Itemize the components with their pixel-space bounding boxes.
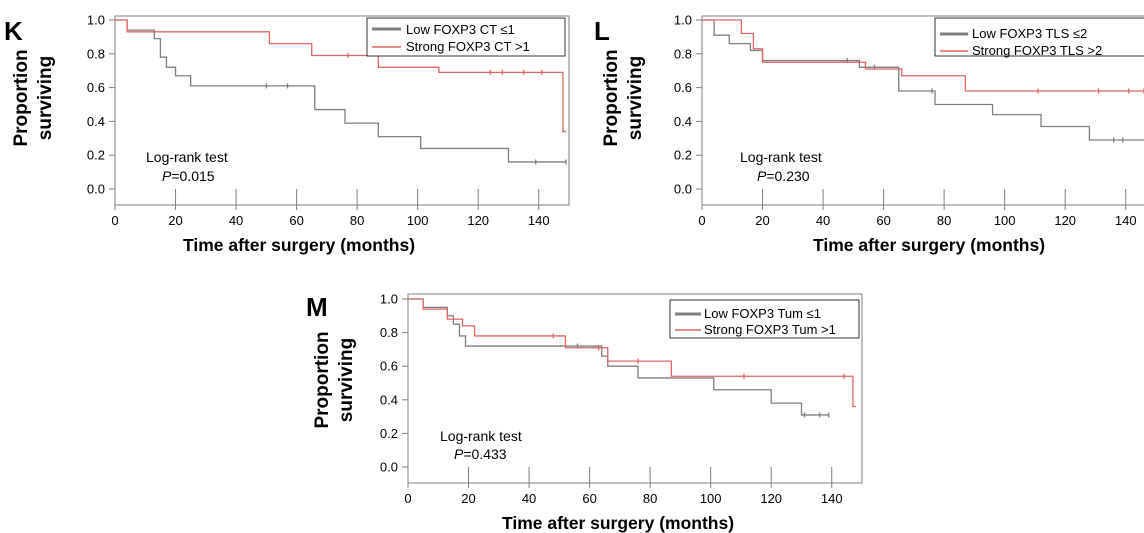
y-tick-label: 0.4 (380, 392, 398, 407)
y-tick-label: 1.0 (674, 13, 692, 28)
panel-label-l: L (594, 16, 610, 46)
panel-label-m: M (306, 292, 328, 322)
panel-label-k: K (4, 16, 23, 46)
legend: Low FOXP3 TLS ≤2 Strong FOXP3 TLS >2 (934, 17, 1144, 58)
x-tick-label: 80 (937, 213, 951, 228)
y-axis-label-line1: Proportion (312, 331, 333, 428)
x-tick-label: 20 (168, 213, 182, 228)
x-tick-label: 80 (643, 491, 657, 506)
y-tick-label: 0.6 (380, 359, 398, 374)
legend-box (934, 17, 1144, 57)
y-axis: 0.0 0.2 0.4 0.6 0.8 1.0 (380, 292, 408, 475)
plot-frame (407, 293, 863, 484)
x-tick-label: 60 (582, 491, 596, 506)
logrank-label: Log-rank test (740, 149, 822, 165)
x-tick-label: 120 (467, 213, 489, 228)
panel-l: L Proportion surviving 0.0 0.2 0.4 0.6 0.8 1.… (594, 13, 1144, 255)
x-tick-label: 20 (755, 213, 769, 228)
y-axis: 0.0 0.2 0.4 0.6 0.8 1.0 (674, 13, 702, 197)
plot-frame (701, 15, 1144, 206)
y-tick-label: 0.8 (380, 325, 398, 340)
y-tick-label: 0.2 (380, 426, 398, 441)
x-tick-label: 20 (461, 491, 475, 506)
y-axis-label-line1: Proportion (601, 49, 622, 146)
x-tick-label: 60 (289, 213, 303, 228)
y-tick-label: 0.0 (380, 460, 398, 475)
x-axis-label: Time after surgery (months) (183, 235, 415, 255)
x-tick-label: 0 (404, 491, 411, 506)
y-tick-label: 0.2 (87, 148, 105, 163)
y-tick-label: 0.8 (674, 46, 692, 61)
x-tick-label: 0 (111, 213, 118, 228)
p-value: P=0.015 (162, 168, 215, 184)
legend-entry-low: Low FOXP3 TLS ≤2 (972, 26, 1087, 41)
series-layer (115, 19, 567, 165)
legend-entry-strong: Strong FOXP3 Tum >1 (704, 322, 836, 337)
y-tick-label: 0.8 (87, 46, 105, 61)
y-tick-label: 1.0 (380, 292, 398, 307)
series-layer (702, 19, 1144, 143)
plot-frame (114, 15, 570, 206)
p-value-number: =0.230 (766, 168, 809, 184)
x-tick-label: 40 (229, 213, 243, 228)
legend-box (669, 299, 860, 339)
y-tick-label: 0.6 (674, 80, 692, 95)
x-tick-label: 140 (821, 491, 843, 506)
x-tick-label: 120 (760, 491, 782, 506)
legend-entry-low: Low FOXP3 Tum ≤1 (704, 306, 821, 321)
y-axis-label-line2: surviving (35, 56, 56, 140)
legend: Low FOXP3 Tum ≤1 Strong FOXP3 Tum >1 (669, 299, 860, 339)
y-axis-label-line1: Proportion (11, 49, 32, 146)
x-tick-label: 60 (876, 213, 890, 228)
x-tick-label: 140 (528, 213, 550, 228)
legend-entry-strong: Strong FOXP3 TLS >2 (972, 43, 1102, 58)
y-tick-label: 0.0 (674, 182, 692, 197)
x-tick-label: 100 (407, 213, 429, 228)
x-axis: 0 20 40 60 80 100 120 140 (698, 189, 1137, 228)
y-tick-label: 1.0 (87, 13, 105, 28)
y-tick-label: 0.6 (87, 80, 105, 95)
x-tick-label: 40 (522, 491, 536, 506)
x-axis: 0 20 40 60 80 100 120 140 (111, 189, 550, 228)
y-axis: 0.0 0.2 0.4 0.6 0.8 1.0 (87, 13, 115, 197)
x-tick-label: 0 (698, 213, 705, 228)
x-axis: 0 20 40 60 80 100 120 140 (404, 467, 843, 506)
p-value-number: =0.433 (463, 446, 506, 462)
legend: Low FOXP3 CT ≤1 Strong FOXP3 CT >1 (366, 17, 566, 57)
x-tick-label: 80 (350, 213, 364, 228)
x-tick-label: 120 (1054, 213, 1076, 228)
x-tick-label: 100 (700, 491, 722, 506)
p-value: P=0.433 (454, 446, 507, 462)
legend-entry-low: Low FOXP3 CT ≤1 (406, 22, 515, 37)
p-value-symbol: P (162, 168, 172, 184)
survival-curve-strong (702, 19, 1144, 92)
y-tick-label: 0.2 (674, 148, 692, 163)
legend-box (366, 17, 566, 57)
survival-curve-strong (408, 298, 856, 408)
logrank-label: Log-rank test (440, 428, 522, 444)
p-value-symbol: P (454, 446, 464, 462)
x-tick-label: 100 (994, 213, 1016, 228)
x-axis-label: Time after surgery (months) (813, 235, 1045, 255)
survival-curve-low (115, 19, 566, 163)
x-tick-label: 140 (1115, 213, 1137, 228)
x-axis-label: Time after surgery (months) (502, 513, 734, 533)
panel-m: M Proportion surviving 0.0 0.2 0.4 0.6 0.8 1.… (306, 292, 863, 533)
y-axis-label-line2: surviving (625, 56, 646, 140)
y-tick-label: 0.4 (87, 114, 105, 129)
p-value: P=0.230 (757, 168, 810, 184)
series-layer (408, 298, 856, 418)
p-value-symbol: P (757, 168, 767, 184)
x-tick-label: 40 (816, 213, 830, 228)
survival-curve-low (702, 19, 1144, 141)
p-value-number: =0.015 (171, 168, 214, 184)
logrank-label: Log-rank test (146, 149, 228, 165)
y-tick-label: 0.4 (674, 114, 692, 129)
y-axis-label-line2: surviving (336, 338, 357, 422)
legend-entry-strong: Strong FOXP3 CT >1 (406, 39, 530, 54)
panel-k: K Proportion surviving 0.0 0.2 0.4 0.6 0.8 1.… (4, 13, 570, 255)
y-tick-label: 0.0 (87, 182, 105, 197)
